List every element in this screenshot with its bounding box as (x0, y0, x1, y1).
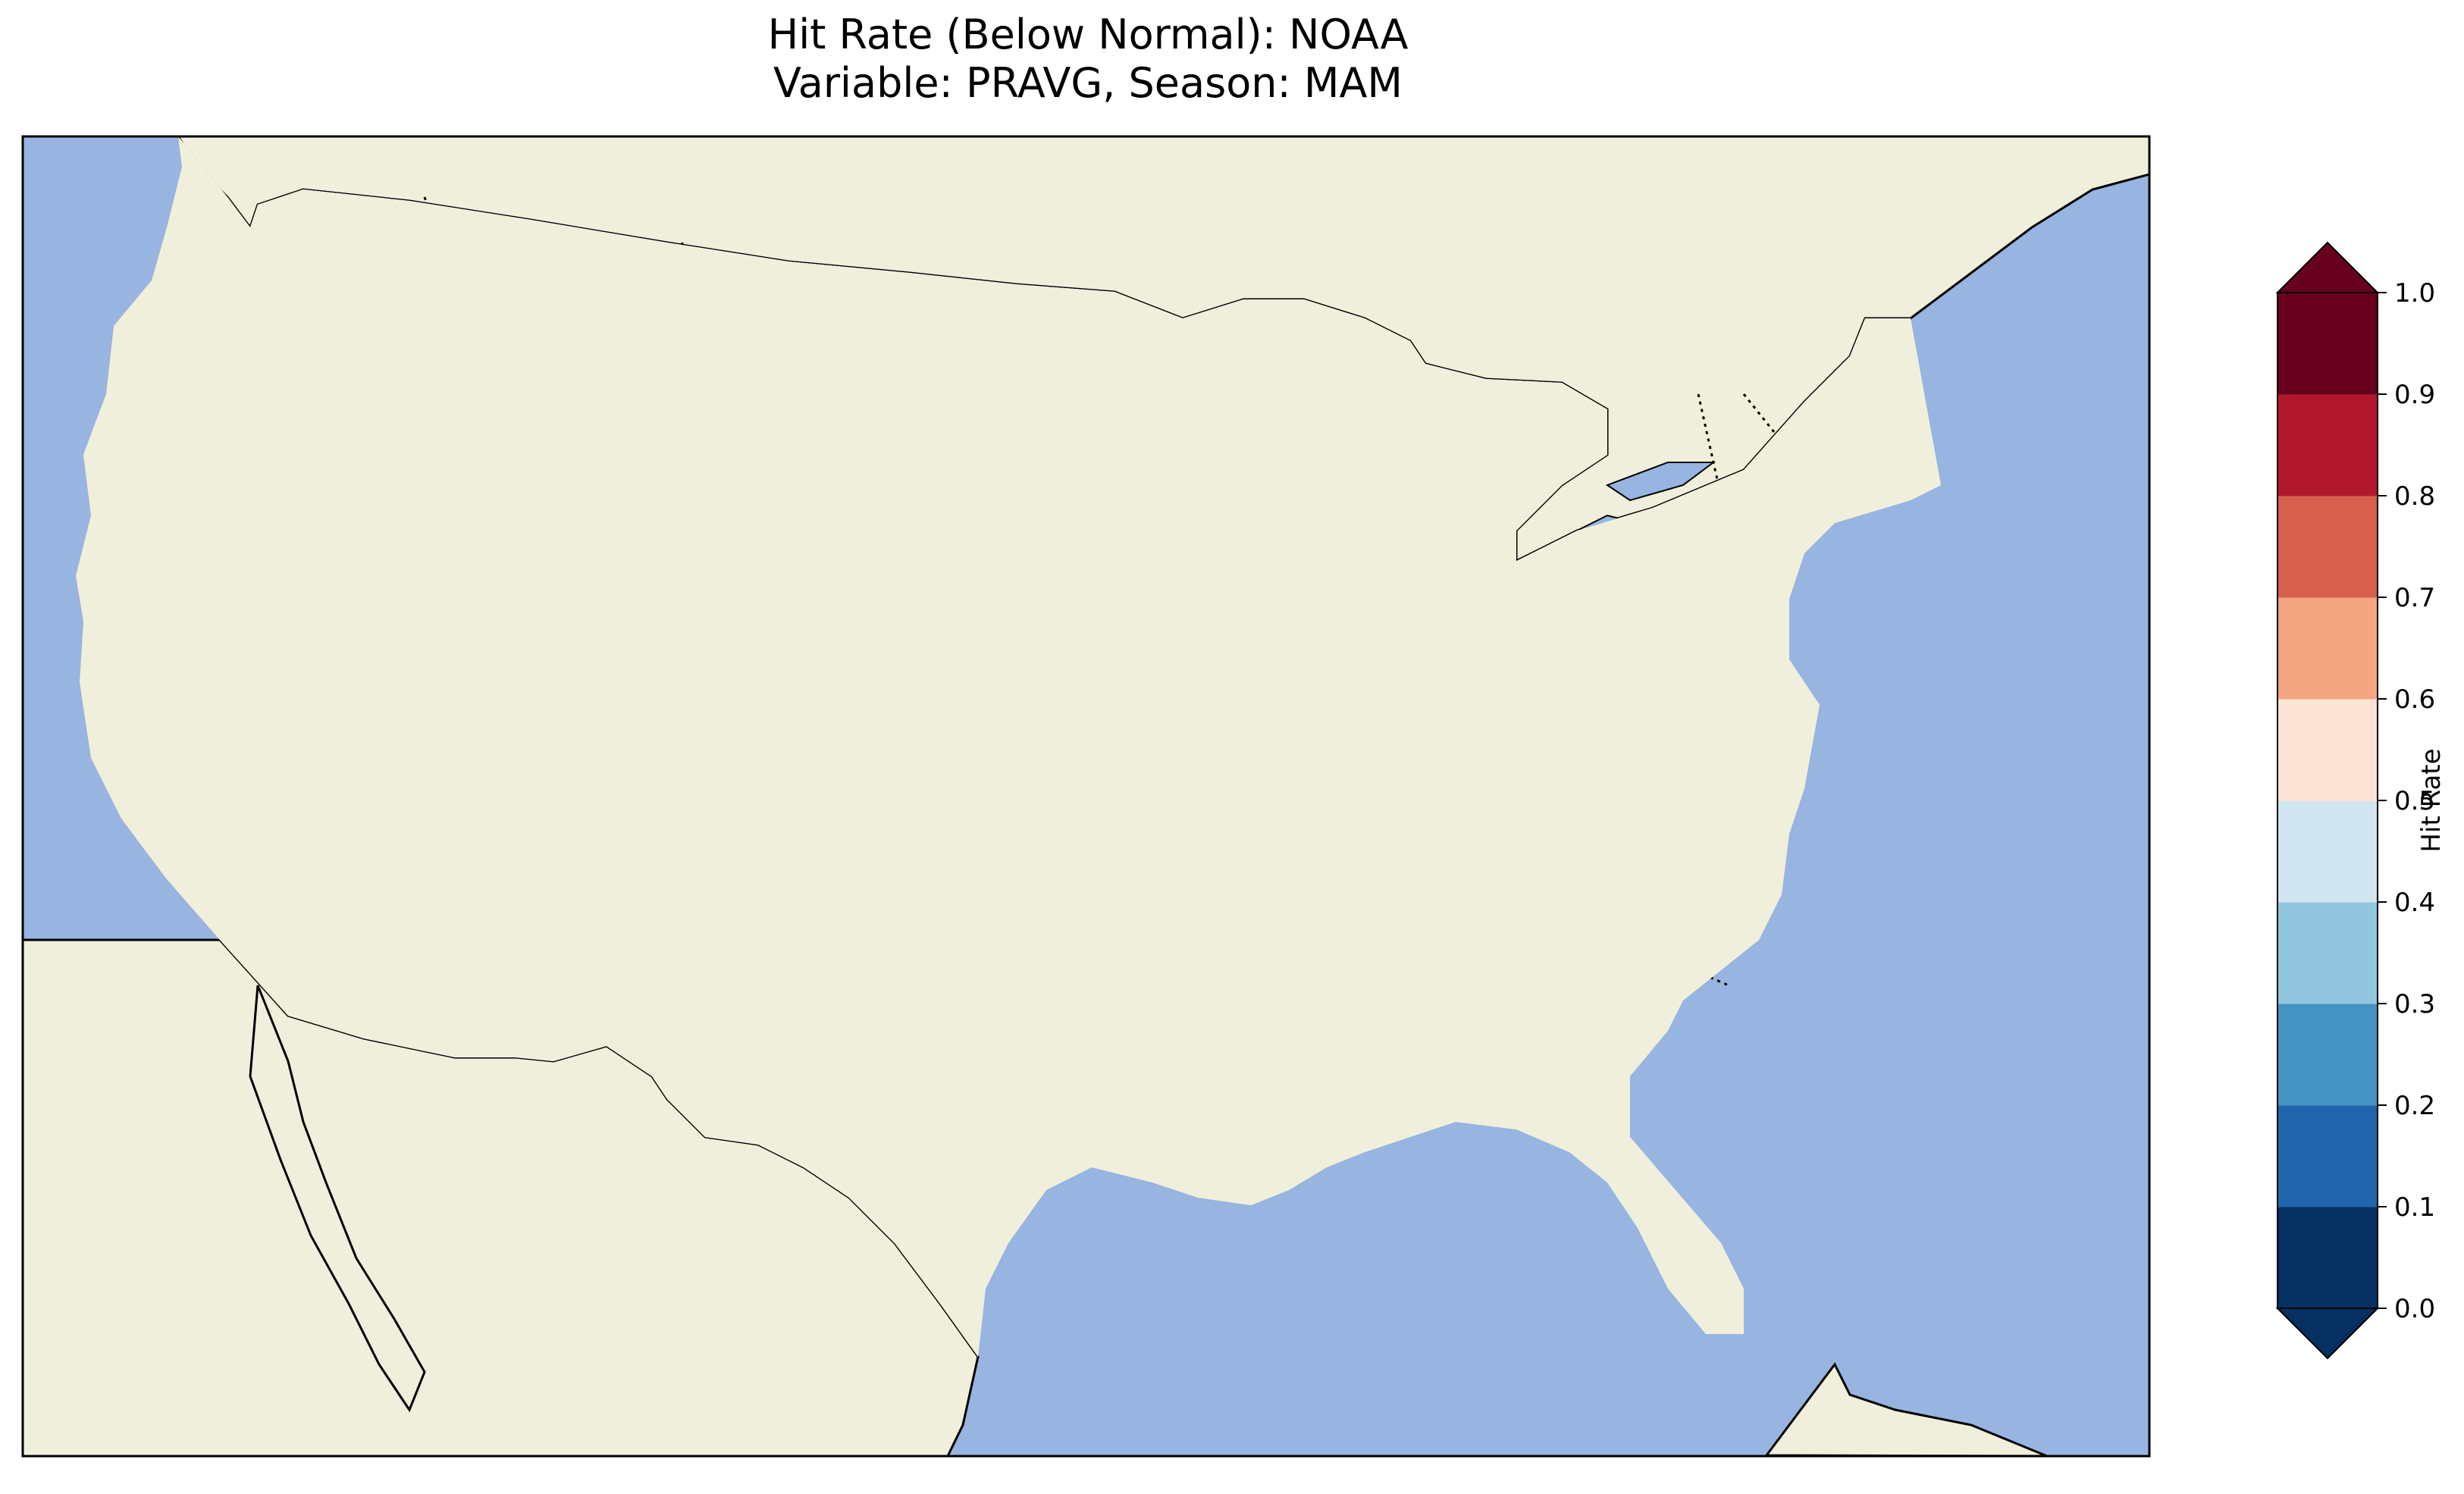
title-line-1: Hit Rate (Below Normal): NOAA (767, 11, 1409, 58)
colorbar-tick-label: 0.5 (2394, 786, 2435, 816)
colorbar-bin (2277, 800, 2378, 903)
colorbar-bin (2277, 394, 2378, 496)
colorbar-tick-label: 0.9 (2394, 380, 2435, 410)
colorbar-tick-label: 0.4 (2394, 888, 2435, 918)
colorbar-bin (2277, 699, 2378, 801)
colorbar-under-triangle (2275, 1308, 2380, 1360)
colorbar-tick-label: 0.7 (2394, 583, 2435, 613)
cuba-land (1764, 1362, 2048, 1456)
colorbar-tick-label: 0.0 (2394, 1294, 2435, 1324)
colorbar-bin (2277, 1207, 2378, 1309)
colorbar-over-triangle (2275, 241, 2380, 293)
colorbar-bins (2277, 293, 2378, 1309)
colorbar-bin (2277, 1004, 2378, 1106)
colorbar-bin (2277, 597, 2378, 700)
colorbar-tick-label: 0.8 (2394, 481, 2435, 512)
colorbar-tick-label: 1.0 (2394, 278, 2435, 309)
colorbar-tick-label: 0.3 (2394, 989, 2435, 1019)
colorbar-tick-label: 0.2 (2394, 1091, 2435, 1121)
colorbar-tick-label: 0.6 (2394, 684, 2435, 715)
title-line-2: Variable: PRAVG, Season: MAM (773, 59, 1403, 107)
colorbar-bin (2277, 1105, 2378, 1207)
colorbar-ticks: 0.0 0.1 0.2 0.3 0.4 0.5 0.6 0.7 0.8 0.9 1.0 (2378, 278, 2435, 1324)
colorbar-bin (2277, 902, 2378, 1004)
colorbar-bin (2277, 496, 2378, 598)
colorbar-label: Hit Rate (2416, 748, 2447, 852)
map-frame (21, 135, 2151, 1458)
baja-land (249, 985, 426, 1413)
colorbar-tick-label: 0.1 (2394, 1192, 2435, 1223)
map-title: Hit Rate (Below Normal): NOAA Variable: … (0, 11, 2176, 108)
colorbar-bin (2277, 293, 2378, 395)
